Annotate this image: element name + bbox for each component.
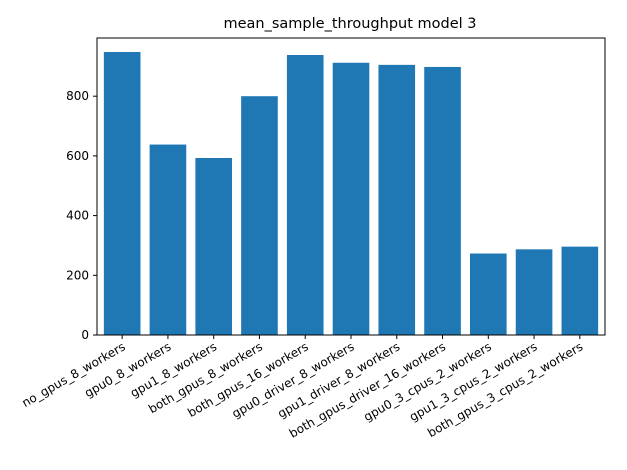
bars-group — [103, 52, 599, 336]
bar-both_gpus_3_cpus_2_workers — [561, 246, 599, 335]
y-tick-label: 600 — [66, 149, 89, 163]
bar-no_gpus_8_workers — [103, 52, 141, 335]
bar-gpu1_8_workers — [195, 157, 233, 335]
y-tick-label: 200 — [66, 268, 89, 282]
bar-both_gpus_driver_16_workers — [424, 66, 461, 335]
chart-title: mean_sample_throughput model 3 — [224, 16, 477, 32]
bar-both_gpus_8_workers — [241, 96, 278, 336]
plot-frame — [96, 37, 606, 336]
bar-both_gpus_16_workers — [286, 55, 324, 335]
bar-gpu0_8_workers — [149, 144, 187, 335]
y-tick-label: 0 — [81, 328, 89, 342]
y-tick-label: 400 — [66, 209, 89, 223]
bar-gpu1_3_cpus_2_workers — [515, 249, 553, 335]
y-axis: 0 200 400 600 800 — [66, 89, 97, 342]
y-tick-label: 800 — [66, 89, 89, 103]
bar-gpu0_driver_8_workers — [332, 62, 370, 336]
bar-gpu0_3_cpus_2_workers — [469, 253, 507, 335]
bar-gpu1_driver_8_workers — [378, 64, 416, 335]
x-axis: no_gpus_8_workersgpu0_8_workersgpu1_8_wo… — [19, 335, 585, 441]
